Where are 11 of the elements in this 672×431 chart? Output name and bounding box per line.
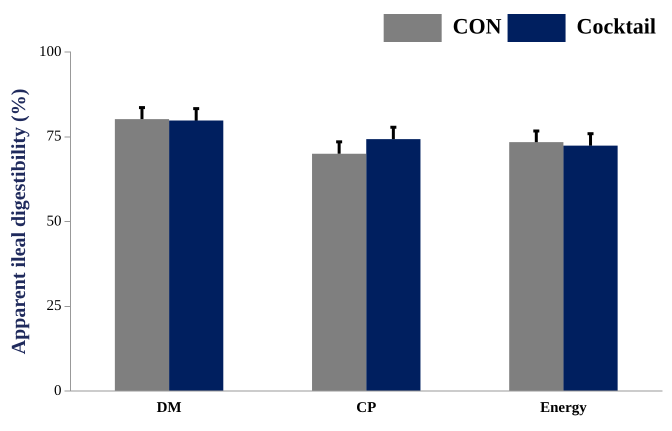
legend-label: Cocktail — [576, 14, 656, 39]
y-tick-label: 50 — [46, 213, 62, 230]
x-tick-label: DM — [156, 400, 182, 416]
legend-label: CON — [452, 14, 502, 39]
x-tick-label: CP — [356, 400, 376, 416]
y-tick-label: 25 — [46, 298, 62, 314]
y-tick-label: 100 — [39, 44, 62, 60]
y-tick-label: 75 — [46, 128, 62, 145]
y-tick-label: 0 — [54, 382, 62, 399]
x-tick-label: Energy — [540, 400, 588, 416]
y-axis-title: Apparent ileal digestibility (%) — [8, 88, 30, 354]
